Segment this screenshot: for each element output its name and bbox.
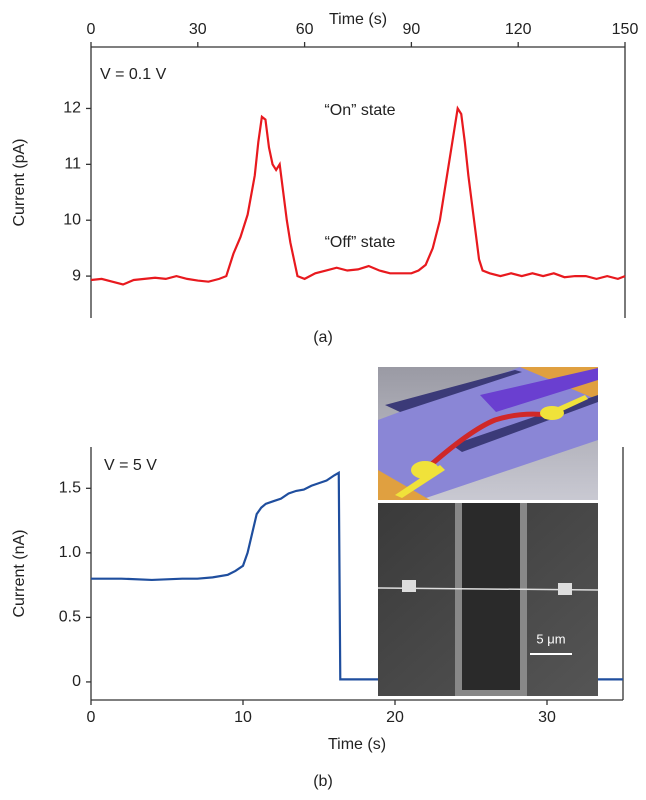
x-axis-label: Time (s)	[329, 11, 387, 28]
x-tick-label: 0	[87, 709, 96, 726]
panel-label: (a)	[313, 329, 333, 346]
y-tick-label: 0	[72, 673, 81, 690]
annotation: V = 0.1 V	[100, 66, 167, 83]
x-tick-label: 10	[234, 709, 252, 726]
x-tick-label: 20	[386, 709, 404, 726]
x-tick-label: 150	[612, 21, 639, 38]
x-tick-label: 0	[87, 21, 96, 38]
y-tick-label: 1.0	[59, 544, 81, 561]
x-tick-label: 60	[296, 21, 314, 38]
inset-sem: 5 μm	[377, 503, 599, 696]
y-tick-label: 12	[63, 100, 81, 117]
y-axis-label: Current (nA)	[11, 529, 28, 617]
x-tick-label: 30	[538, 709, 556, 726]
annotation: “Off” state	[325, 234, 396, 251]
y-tick-label: 1.5	[59, 480, 81, 497]
y-axis-label: Current (pA)	[11, 138, 28, 226]
x-tick-label: 30	[189, 21, 207, 38]
scale-bar-label: 5 μm	[536, 631, 565, 646]
x-tick-label: 90	[403, 21, 421, 38]
x-tick-label: 120	[505, 21, 532, 38]
annotation: V = 5 V	[104, 457, 157, 474]
y-tick-label: 11	[64, 156, 81, 173]
y-tick-label: 9	[72, 267, 81, 284]
y-tick-label: 10	[63, 211, 81, 228]
y-tick-label: 0.5	[59, 609, 81, 626]
x-axis-label: Time (s)	[328, 736, 386, 753]
inset-render	[378, 367, 598, 500]
data-line	[90, 105, 626, 286]
panel-label: (b)	[313, 773, 333, 790]
annotation: “On” state	[324, 102, 395, 119]
